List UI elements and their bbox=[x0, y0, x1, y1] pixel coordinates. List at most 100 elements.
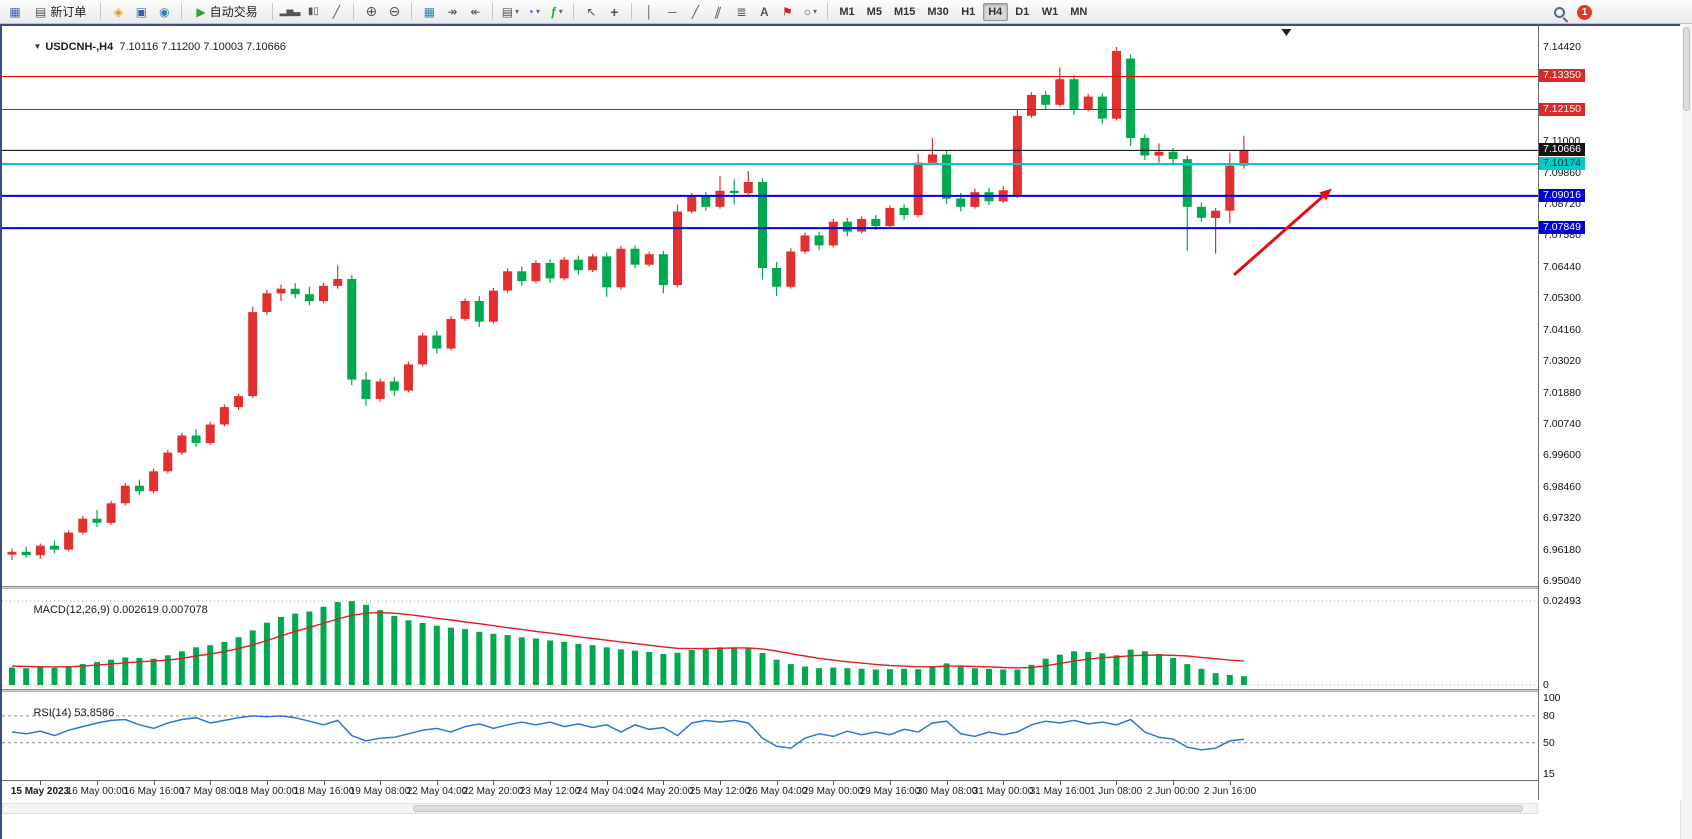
price-tick: 7.14420 bbox=[1543, 41, 1581, 53]
time-label: 29 May 00:00 bbox=[802, 786, 864, 797]
market-watch-icon[interactable]: ◈ bbox=[113, 4, 123, 19]
time-tick bbox=[833, 781, 834, 785]
rsi-value: 53.8586 bbox=[74, 707, 115, 719]
notification-badge[interactable]: 1 bbox=[1577, 4, 1592, 20]
macd-values: 0.002619 0.007078 bbox=[112, 604, 208, 616]
clock-glyph: ◔ bbox=[526, 4, 534, 19]
rsi-label: RSI(14) 53.8586 bbox=[9, 695, 114, 731]
time-tick bbox=[493, 781, 494, 785]
time-tick bbox=[1173, 781, 1174, 785]
time-tick bbox=[210, 781, 211, 785]
timeframe-H1[interactable]: H1 bbox=[961, 5, 976, 18]
templates-icon[interactable]: ▤ ▾ bbox=[499, 2, 521, 22]
toolbar-separator bbox=[492, 3, 494, 20]
price-tick: 6.99600 bbox=[1543, 449, 1581, 461]
collapse-triangle-icon[interactable]: ▼ bbox=[33, 42, 42, 51]
time-label: 16 May 00:00 bbox=[66, 786, 128, 797]
vertical-scrollbar-thumb[interactable] bbox=[1683, 27, 1690, 111]
timeframe-M5[interactable]: M5 bbox=[866, 5, 882, 18]
text-tool-icon[interactable]: A bbox=[760, 4, 769, 19]
chevron-down-icon: ▾ bbox=[535, 7, 540, 16]
tile-windows-icon[interactable]: ▦ bbox=[423, 4, 436, 19]
autotrade-button[interactable]: ▶ 自动交易 bbox=[188, 2, 265, 22]
price-badge: 7.10174 bbox=[1539, 157, 1585, 170]
navigator-icon[interactable]: ◉ bbox=[159, 4, 170, 19]
horizontal-scrollbar[interactable] bbox=[2, 803, 1538, 814]
candlestick-chart-icon[interactable]: ▮▯ bbox=[307, 6, 319, 17]
horizontal-scrollbar-thumb[interactable] bbox=[413, 805, 1523, 812]
time-label: 31 May 00:00 bbox=[972, 786, 1034, 797]
timeframe-H4[interactable]: H4 bbox=[982, 2, 1008, 21]
timeframe-W1[interactable]: W1 bbox=[1041, 5, 1059, 18]
timeframe-M15[interactable]: M15 bbox=[893, 5, 916, 18]
chart-window-icon[interactable]: ▦ bbox=[9, 4, 21, 19]
timeframe-MN[interactable]: MN bbox=[1070, 5, 1088, 18]
auto-scroll-icon[interactable]: ↠ bbox=[447, 4, 458, 19]
symbol-period-label: USDCNH-,H4 bbox=[45, 41, 114, 53]
cursor-icon[interactable]: ↖ bbox=[586, 4, 597, 19]
label-tool-icon[interactable]: ⚑ bbox=[781, 4, 793, 19]
zoom-out-icon[interactable]: ⊖ bbox=[388, 3, 401, 19]
time-label: 31 May 16:00 bbox=[1029, 786, 1091, 797]
time-tick bbox=[154, 781, 155, 785]
time-label: 25 May 12:00 bbox=[689, 786, 751, 797]
pane-divider[interactable] bbox=[2, 689, 1682, 692]
horizontal-lines-layer bbox=[2, 76, 1538, 230]
new-order-button[interactable]: ▤ 新订单 bbox=[27, 2, 94, 22]
chevron-down-icon: ▾ bbox=[558, 7, 563, 16]
price-axis[interactable]: 7.144207.132807.121407.110007.098607.087… bbox=[1538, 26, 1682, 800]
indicators-glyph: ƒ bbox=[550, 4, 557, 19]
time-tick bbox=[1060, 781, 1061, 785]
zoom-in-icon[interactable]: ⊕ bbox=[365, 3, 378, 19]
channel-tool-icon[interactable]: ∥ bbox=[713, 4, 724, 19]
time-tick bbox=[1003, 781, 1004, 785]
time-label: 30 May 08:00 bbox=[916, 786, 978, 797]
time-label: 24 May 04:00 bbox=[576, 786, 638, 797]
macd-histogram bbox=[9, 601, 1247, 685]
macd-chart bbox=[2, 600, 1538, 686]
time-axis[interactable]: 15 May 2023 16 May 00:00 16 May 16:00 17 Ma… bbox=[2, 780, 1682, 800]
price-tick: 7.03020 bbox=[1543, 355, 1581, 367]
chevron-down-icon: ▾ bbox=[515, 7, 520, 16]
rsi-pane[interactable]: RSI(14) 53.8586 bbox=[2, 692, 1682, 780]
time-tick bbox=[380, 781, 381, 785]
shapes-tool-icon[interactable]: ○ ▾ bbox=[799, 2, 821, 22]
time-label: 2 Jun 16:00 bbox=[1203, 786, 1257, 797]
timeframe-D1[interactable]: D1 bbox=[1015, 5, 1030, 18]
time-tick bbox=[663, 781, 664, 785]
macd-pane[interactable]: MACD(12,26,9) 0.002619 0.007078 bbox=[2, 589, 1682, 689]
time-label: 29 May 16:00 bbox=[859, 786, 921, 797]
crosshair-icon[interactable]: + bbox=[610, 3, 619, 20]
candles-layer bbox=[7, 47, 1249, 561]
toolbar-separator bbox=[100, 3, 102, 20]
trend-arrow bbox=[1233, 188, 1332, 277]
time-tick bbox=[1116, 781, 1117, 785]
time-tick bbox=[97, 781, 98, 785]
bar-chart-icon[interactable]: ▂▅▃ bbox=[279, 6, 301, 16]
price-tick: 7.00740 bbox=[1543, 418, 1581, 430]
search-icon[interactable] bbox=[1554, 6, 1565, 18]
chevron-down-icon: ▾ bbox=[812, 7, 817, 16]
price-tick: 6.96180 bbox=[1543, 544, 1581, 556]
time-label: 26 May 04:00 bbox=[746, 786, 808, 797]
chart-shift-icon[interactable]: ↞ bbox=[470, 4, 481, 19]
time-label: 16 May 16:00 bbox=[123, 786, 185, 797]
fibonacci-tool-icon[interactable]: ≣ bbox=[736, 4, 747, 19]
vertical-line-tool-icon[interactable]: │ bbox=[645, 4, 654, 19]
timeframe-M30[interactable]: M30 bbox=[927, 5, 949, 18]
pane-divider[interactable] bbox=[2, 586, 1682, 589]
horizontal-line-tool-icon[interactable]: ─ bbox=[668, 4, 677, 19]
trendline-tool-icon[interactable]: ╱ bbox=[691, 4, 699, 19]
line-chart-icon[interactable]: ╱ bbox=[332, 4, 340, 19]
data-window-icon[interactable]: ▣ bbox=[135, 4, 148, 19]
timeframe-M1[interactable]: M1 bbox=[839, 5, 855, 18]
main-chart-pane[interactable]: ▼ USDCNH-,H4 7.10116 7.11200 7.10003 7.10… bbox=[2, 26, 1682, 586]
price-badge: 7.07849 bbox=[1539, 221, 1585, 234]
period-clock-icon[interactable]: ◔ ▾ bbox=[522, 2, 544, 22]
toolbar-right-group: 1 bbox=[1554, 0, 1592, 24]
rsi-name: RSI(14) bbox=[33, 707, 72, 719]
price-tick: 6.98460 bbox=[1543, 481, 1581, 493]
price-badge: 7.09016 bbox=[1539, 189, 1585, 202]
toolbar-separator bbox=[573, 3, 575, 20]
indicators-icon[interactable]: ƒ ▾ bbox=[545, 2, 567, 22]
